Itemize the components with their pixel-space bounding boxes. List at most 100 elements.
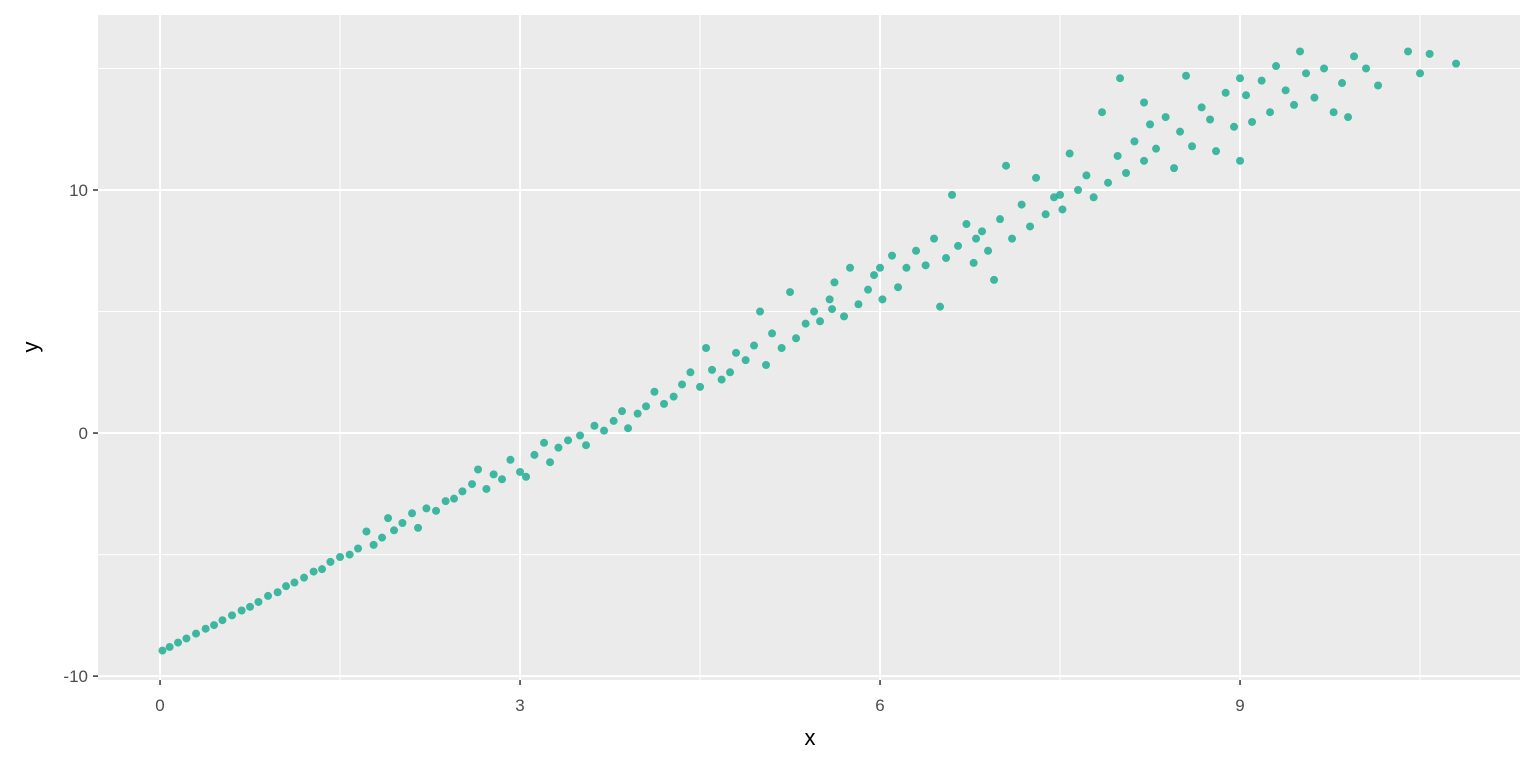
point: [192, 629, 201, 638]
point: [237, 606, 246, 615]
point: [846, 263, 855, 272]
point: [1236, 156, 1245, 165]
point: [1140, 98, 1149, 107]
point: [756, 307, 765, 316]
point: [1056, 190, 1065, 199]
point: [600, 426, 609, 435]
x-axis-title: x: [805, 725, 816, 750]
point: [1058, 205, 1067, 214]
point: [1404, 47, 1413, 56]
point: [576, 431, 585, 440]
point: [984, 246, 993, 255]
point: [962, 220, 971, 229]
point: [309, 567, 318, 576]
point: [702, 343, 711, 352]
point: [618, 407, 627, 416]
point: [1452, 59, 1461, 68]
point: [408, 509, 417, 518]
point: [762, 361, 771, 369]
point: [912, 246, 921, 255]
point: [696, 382, 705, 391]
x-tick-label: 3: [515, 696, 524, 715]
x-tick-label: 6: [875, 696, 884, 715]
point: [1152, 144, 1161, 153]
point: [750, 341, 759, 350]
point: [300, 573, 309, 582]
point: [390, 526, 399, 535]
point: [210, 621, 219, 630]
point: [1320, 64, 1329, 73]
point: [969, 258, 978, 267]
points: [158, 47, 1461, 655]
point: [1374, 81, 1383, 90]
point: [336, 553, 345, 562]
point: [1089, 193, 1098, 202]
point: [978, 227, 987, 236]
point: [678, 380, 687, 389]
point: [996, 215, 1005, 224]
panel: [98, 15, 1520, 680]
point: [482, 484, 491, 493]
point: [1296, 47, 1305, 56]
point: [564, 436, 573, 445]
point: [930, 234, 939, 243]
point: [489, 470, 498, 479]
point: [290, 578, 299, 587]
point: [633, 409, 642, 418]
point: [1032, 173, 1041, 182]
point: [1302, 69, 1311, 78]
point: [660, 399, 669, 408]
point: [1116, 74, 1125, 83]
point: [254, 597, 263, 606]
point: [1350, 52, 1359, 61]
point: [686, 368, 695, 377]
point: [1122, 168, 1131, 177]
point: [384, 514, 393, 523]
point: [830, 278, 839, 287]
point: [876, 263, 885, 272]
point: [1176, 127, 1185, 136]
point: [218, 616, 227, 625]
point: [1113, 151, 1122, 160]
point: [1050, 193, 1059, 202]
point: [741, 356, 750, 365]
point: [786, 288, 795, 297]
y-tick-label: 0: [79, 424, 88, 443]
point: [1248, 117, 1257, 126]
point: [954, 241, 963, 250]
point: [182, 634, 191, 643]
point: [228, 611, 237, 620]
point: [816, 317, 825, 326]
point: [378, 533, 387, 542]
point: [264, 591, 273, 600]
point: [801, 319, 810, 328]
point: [201, 624, 210, 633]
point: [1242, 91, 1251, 100]
grid: [98, 15, 1520, 680]
point: [642, 402, 651, 411]
point: [1206, 115, 1215, 124]
point: [1362, 64, 1371, 73]
point: [441, 497, 450, 506]
point: [1161, 113, 1170, 122]
point: [1236, 74, 1245, 83]
point: [1008, 234, 1017, 243]
point: [1266, 108, 1275, 117]
point: [414, 523, 423, 532]
point: [732, 348, 741, 357]
point: [1188, 142, 1197, 151]
point: [474, 465, 483, 474]
point: [458, 487, 467, 496]
point: [1329, 108, 1338, 117]
point: [936, 302, 945, 311]
y-axis-title: y: [18, 342, 43, 353]
point: [369, 540, 378, 549]
point: [450, 494, 459, 503]
point: [1104, 178, 1113, 187]
point: [530, 450, 539, 459]
point: [870, 271, 879, 280]
point: [921, 261, 930, 270]
point: [554, 443, 563, 452]
point: [777, 343, 786, 352]
